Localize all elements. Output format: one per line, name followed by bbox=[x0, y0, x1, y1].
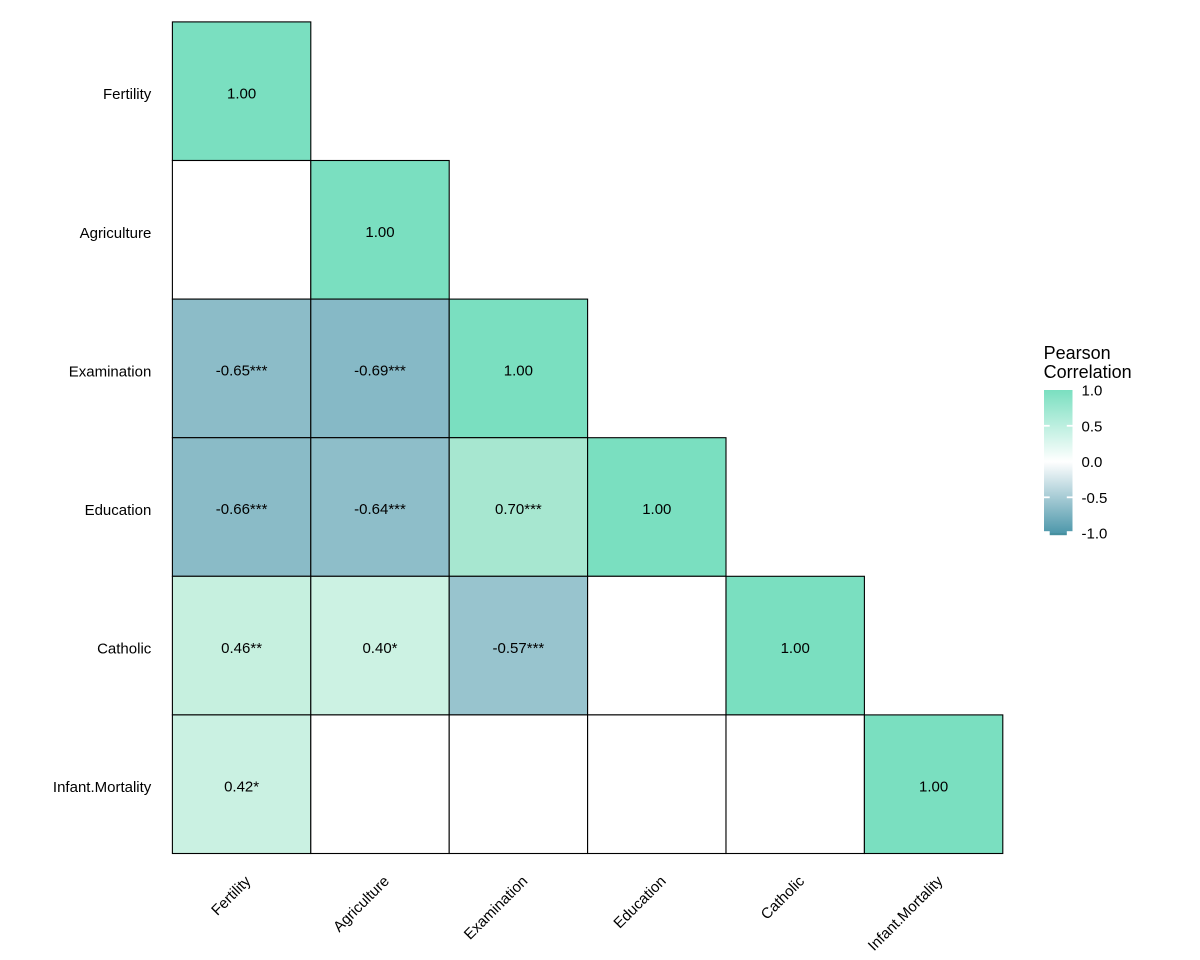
svg-text:0.0: 0.0 bbox=[1082, 454, 1103, 471]
svg-text:-0.57***: -0.57*** bbox=[493, 640, 545, 657]
svg-text:1.0: 1.0 bbox=[1082, 383, 1103, 400]
svg-text:Fertility: Fertility bbox=[103, 86, 152, 103]
svg-text:1.00: 1.00 bbox=[504, 363, 533, 380]
svg-text:Pearson: Pearson bbox=[1044, 343, 1111, 363]
svg-text:1.00: 1.00 bbox=[365, 224, 394, 241]
svg-text:1.00: 1.00 bbox=[642, 501, 671, 518]
svg-text:0.5: 0.5 bbox=[1082, 418, 1103, 435]
svg-text:Agriculture: Agriculture bbox=[80, 225, 152, 242]
svg-text:1.00: 1.00 bbox=[781, 640, 810, 657]
svg-text:-0.66***: -0.66*** bbox=[216, 501, 268, 518]
svg-text:1.00: 1.00 bbox=[227, 85, 256, 102]
svg-text:0.42*: 0.42* bbox=[224, 778, 259, 795]
svg-text:-0.65***: -0.65*** bbox=[216, 363, 268, 380]
svg-text:-0.69***: -0.69*** bbox=[354, 363, 406, 380]
svg-text:Catholic: Catholic bbox=[97, 641, 152, 658]
svg-text:-0.5: -0.5 bbox=[1082, 490, 1108, 507]
svg-text:-1.0: -1.0 bbox=[1082, 526, 1108, 543]
svg-text:Infant.Mortality: Infant.Mortality bbox=[53, 779, 152, 796]
svg-text:0.70***: 0.70*** bbox=[495, 501, 542, 518]
svg-text:0.46**: 0.46** bbox=[221, 640, 262, 657]
svg-text:0.40*: 0.40* bbox=[362, 640, 397, 657]
svg-text:Examination: Examination bbox=[69, 363, 152, 380]
svg-text:1.00: 1.00 bbox=[919, 778, 948, 795]
svg-text:Correlation: Correlation bbox=[1044, 362, 1132, 382]
svg-text:-0.64***: -0.64*** bbox=[354, 501, 406, 518]
svg-text:Education: Education bbox=[85, 502, 152, 519]
